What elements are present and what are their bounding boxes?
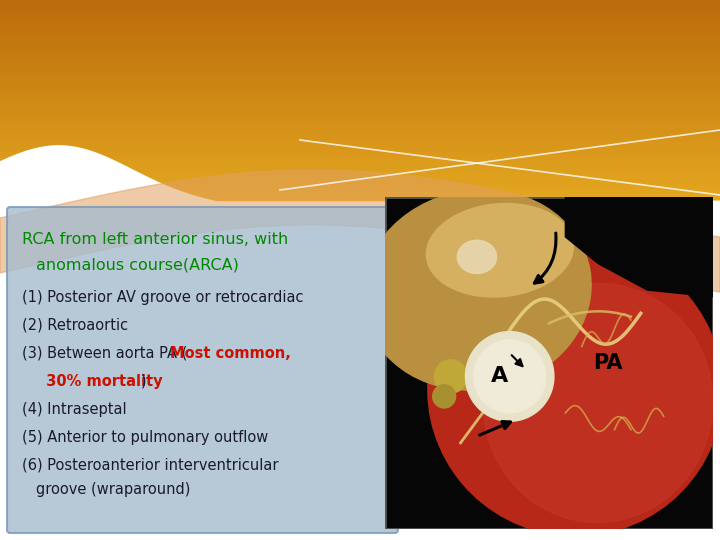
Text: RCA from left anterior sinus, with: RCA from left anterior sinus, with	[22, 232, 288, 247]
Bar	[0, 167, 720, 170]
Bar	[0, 137, 720, 140]
Bar	[0, 20, 720, 23]
Polygon shape	[0, 170, 720, 292]
Text: PA: PA	[593, 353, 623, 373]
Bar	[0, 17, 720, 20]
Bar	[0, 173, 720, 177]
Bar	[0, 157, 720, 160]
Bar	[0, 160, 720, 163]
Text: (3) Between aorta PA (: (3) Between aorta PA (	[22, 346, 187, 361]
Polygon shape	[565, 197, 713, 297]
Ellipse shape	[363, 190, 591, 390]
Bar	[0, 43, 720, 46]
Bar	[0, 46, 720, 50]
Text: (2) Retroaortic: (2) Retroaortic	[22, 318, 128, 333]
Ellipse shape	[428, 244, 720, 536]
Bar	[0, 184, 720, 187]
Bar	[0, 90, 720, 93]
Text: A: A	[491, 367, 508, 387]
Bar	[0, 133, 720, 137]
Bar	[0, 117, 720, 120]
Bar	[0, 187, 720, 190]
Circle shape	[465, 332, 554, 421]
Bar	[0, 60, 720, 63]
Bar	[0, 150, 720, 153]
Bar	[0, 14, 720, 17]
Bar	[0, 23, 720, 26]
Bar	[0, 163, 720, 167]
Bar	[0, 53, 720, 57]
Bar	[0, 110, 720, 113]
Bar	[0, 100, 720, 103]
Bar	[0, 113, 720, 117]
Bar	[0, 180, 720, 184]
Text: Most common,: Most common,	[170, 346, 291, 361]
Bar	[0, 37, 720, 40]
Text: 30% mortality: 30% mortality	[36, 374, 163, 389]
Text: (5) Anterior to pulmonary outflow: (5) Anterior to pulmonary outflow	[22, 430, 269, 445]
Bar	[0, 33, 720, 37]
Bar	[0, 66, 720, 70]
Bar	[0, 26, 720, 30]
Bar	[0, 123, 720, 127]
Ellipse shape	[457, 240, 497, 273]
Circle shape	[433, 384, 456, 408]
Text: (6) Posteroanterior interventricular: (6) Posteroanterior interventricular	[22, 458, 279, 473]
Bar	[0, 143, 720, 147]
Text: ): )	[141, 374, 147, 389]
Bar	[0, 140, 720, 143]
Bar	[0, 6, 720, 10]
Bar	[0, 50, 720, 53]
Text: (1) Posterior AV groove or retrocardiac: (1) Posterior AV groove or retrocardiac	[22, 290, 304, 305]
Bar	[0, 170, 720, 173]
Bar	[0, 83, 720, 86]
Bar	[0, 97, 720, 100]
Bar	[0, 127, 720, 130]
Text: (4) Intraseptal: (4) Intraseptal	[22, 402, 127, 417]
Bar	[0, 30, 720, 33]
Polygon shape	[0, 146, 720, 540]
Bar	[0, 10, 720, 14]
Bar	[0, 63, 720, 66]
Bar	[0, 190, 720, 193]
Text: anomalous course(ARCA): anomalous course(ARCA)	[36, 258, 239, 273]
Ellipse shape	[574, 194, 688, 267]
Bar	[0, 103, 720, 107]
Bar	[0, 0, 720, 3]
Ellipse shape	[483, 284, 713, 523]
Bar	[0, 177, 720, 180]
Bar	[0, 57, 720, 60]
Bar	[0, 130, 720, 133]
Bar	[0, 197, 720, 200]
Bar	[0, 107, 720, 110]
FancyBboxPatch shape	[7, 207, 398, 533]
Bar	[0, 86, 720, 90]
Bar	[0, 80, 720, 83]
Bar	[0, 77, 720, 80]
Bar	[0, 40, 720, 43]
Text: groove (wraparound): groove (wraparound)	[36, 482, 190, 497]
Bar	[0, 120, 720, 123]
Bar	[0, 93, 720, 97]
Circle shape	[474, 340, 546, 413]
Bar	[0, 73, 720, 77]
Circle shape	[434, 360, 467, 393]
Bar	[0, 3, 720, 6]
Ellipse shape	[426, 204, 573, 297]
Bar	[0, 147, 720, 150]
Bar	[0, 193, 720, 197]
Bar	[0, 153, 720, 157]
Bar	[0, 70, 720, 73]
